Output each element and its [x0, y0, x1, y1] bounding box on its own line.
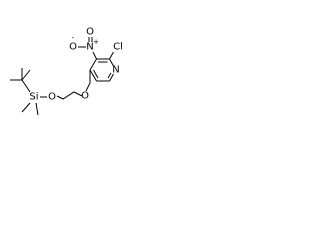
- atom-label: Cl: [113, 42, 123, 53]
- bond: [92, 51, 97, 60]
- bond: [109, 73, 114, 82]
- bond-double: [93, 69, 99, 79]
- atom-label: O: [81, 91, 89, 102]
- atom-label: Si: [29, 92, 38, 103]
- bond: [21, 79, 31, 93]
- bonds: [10, 37, 114, 116]
- structure: Cl N N + O - O O O Si: [10, 27, 123, 116]
- atom-label: O: [48, 92, 56, 103]
- bond: [89, 58, 97, 71]
- charge-label: +: [93, 38, 99, 46]
- charge-label: -: [72, 34, 75, 42]
- bond: [56, 91, 83, 100]
- page: {"atoms": {"chlorine": "Cl", "ring_nitro…: [0, 0, 152, 152]
- atom-label: N: [86, 42, 93, 53]
- bond: [21, 102, 31, 113]
- bond: [109, 58, 114, 67]
- atom-label: O: [86, 27, 94, 38]
- bond: [109, 51, 114, 60]
- bond-double: [107, 72, 112, 79]
- atom-label: O: [69, 42, 77, 53]
- bond: [85, 82, 91, 92]
- bond: [89, 69, 97, 82]
- bond: [21, 69, 31, 81]
- bond: [35, 102, 39, 116]
- atom-label: N: [112, 65, 119, 76]
